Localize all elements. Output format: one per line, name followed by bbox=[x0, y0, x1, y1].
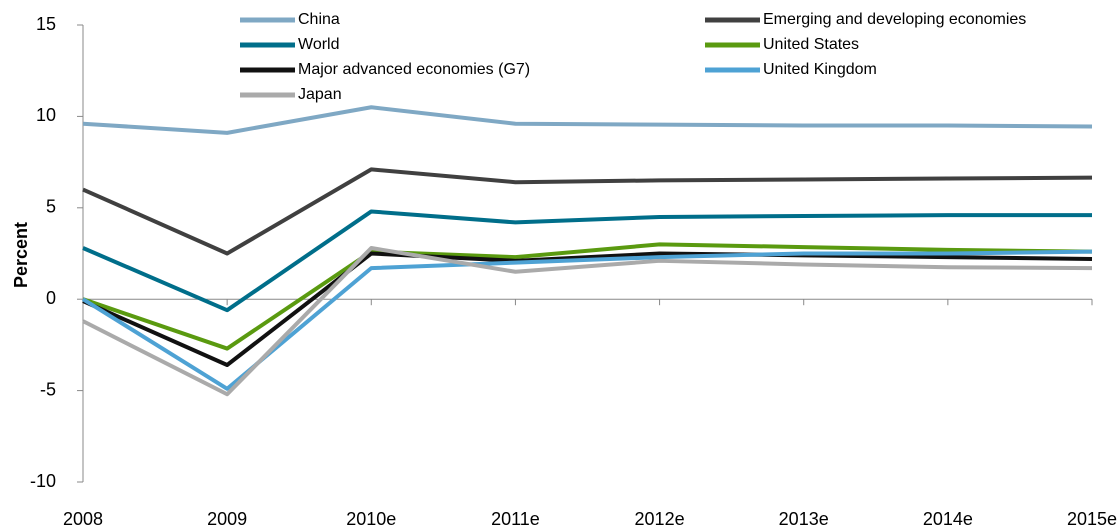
x-tick-label: 2008 bbox=[63, 509, 103, 529]
legend-label: Japan bbox=[298, 86, 342, 103]
y-tick-label: -10 bbox=[30, 471, 56, 491]
y-tick-label: 15 bbox=[36, 14, 56, 34]
legend-label: Emerging and developing economies bbox=[763, 11, 1026, 28]
y-tick-label: 10 bbox=[36, 105, 56, 125]
legend-label: United States bbox=[763, 36, 859, 53]
y-axis-label: Percent bbox=[11, 222, 31, 288]
legend-label: China bbox=[298, 11, 340, 28]
x-tick-label: 2014e bbox=[923, 509, 973, 529]
x-tick-label: 2015e bbox=[1067, 509, 1117, 529]
series-line bbox=[82, 105, 1093, 135]
y-tick-label: 0 bbox=[46, 288, 56, 308]
series-line bbox=[82, 246, 1093, 397]
x-tick-label: 2012e bbox=[635, 509, 685, 529]
y-tick-label: 5 bbox=[46, 197, 56, 217]
legend-label: World bbox=[298, 36, 340, 53]
x-tick-label: 2010e bbox=[346, 509, 396, 529]
series-line bbox=[82, 167, 1093, 256]
y-tick-label: -5 bbox=[40, 379, 56, 399]
x-tick-label: 2011e bbox=[491, 509, 540, 529]
legend-label: United Kingdom bbox=[763, 61, 877, 78]
series-line bbox=[82, 251, 1093, 368]
x-tick-label: 2009 bbox=[207, 509, 247, 529]
series-line bbox=[82, 242, 1093, 351]
legend-label: Major advanced economies (G7) bbox=[298, 61, 530, 78]
series-line bbox=[81, 249, 1093, 391]
x-tick-label: 2013e bbox=[779, 509, 829, 529]
series-line bbox=[82, 209, 1092, 313]
